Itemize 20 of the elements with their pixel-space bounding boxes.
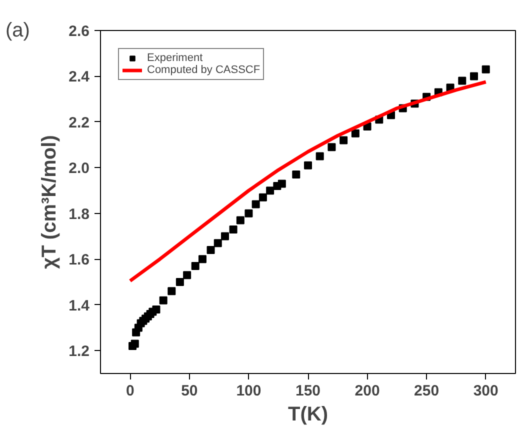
y-tick-label: 2.6	[68, 23, 90, 40]
x-tick-label: 100	[236, 382, 262, 400]
text: (a)	[6, 20, 30, 42]
y-tick-label: 1.2	[68, 343, 90, 360]
x-tick-label: 200	[354, 382, 380, 400]
y-axis-title: χT (cm³K/mol)	[38, 135, 61, 269]
x-tick-label: 0	[126, 382, 134, 400]
y-tick-label: 2.0	[68, 160, 90, 178]
legend-label: Experiment	[147, 52, 203, 64]
y-tick-label: 1.8	[68, 206, 90, 223]
x-tick-label: 300	[473, 382, 498, 400]
legend-label: Computed by CASSCF	[147, 64, 260, 76]
y-tick-label: 1.4	[68, 297, 90, 314]
y-tick-label: 2.4	[68, 68, 90, 86]
x-tick-label: 250	[414, 382, 440, 400]
x-tick-label: 150	[295, 382, 321, 400]
y-tick-label: 1.6	[68, 252, 90, 269]
x-axis-title: T(K)	[288, 404, 328, 426]
y-tick-label: 2.2	[68, 114, 90, 132]
x-tick-label: 50	[181, 382, 198, 400]
